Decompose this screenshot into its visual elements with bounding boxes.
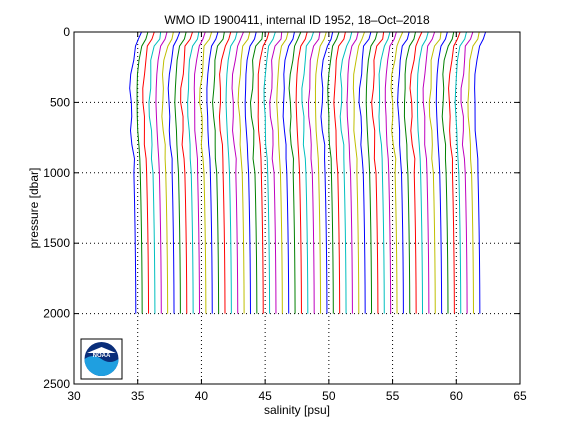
- salinity-profile-line: [474, 31, 487, 314]
- salinity-profile-line: [231, 31, 244, 314]
- salinity-profile-line: [269, 31, 283, 314]
- salinity-profile-line: [397, 31, 410, 314]
- y-tick-label: 1000: [43, 166, 70, 180]
- y-tick-label: 0: [63, 25, 70, 39]
- salinity-profile-line: [460, 31, 474, 314]
- salinity-profile-line: [339, 31, 353, 314]
- salinity-profile-line: [352, 31, 366, 314]
- y-tick-label: 2000: [43, 307, 70, 321]
- salinity-profile-line: [428, 31, 442, 314]
- salinity-profile-line: [416, 31, 429, 314]
- chart-title: WMO ID 1900411, internal ID 1952, 18–Oct…: [164, 13, 430, 27]
- salinity-profile-line: [129, 31, 142, 314]
- salinity-profile-line: [155, 31, 168, 314]
- y-tick-label: 500: [50, 95, 70, 109]
- salinity-profile-line: [142, 31, 155, 314]
- x-axis-label: salinity [psu]: [264, 403, 330, 417]
- salinity-profile-line: [276, 31, 289, 314]
- salinity-profile-line: [327, 31, 340, 314]
- salinity-profile-line: [358, 31, 372, 314]
- salinity-profile-line: [441, 31, 455, 314]
- y-tick-label: 2500: [43, 377, 70, 391]
- salinity-profile-line: [295, 31, 308, 314]
- salinity-profile-line: [371, 31, 385, 314]
- salinity-profile-line: [390, 31, 404, 314]
- salinity-profile-line: [174, 31, 187, 314]
- salinity-profile-line: [218, 31, 232, 314]
- salinity-profile-line: [454, 31, 467, 314]
- salinity-profile-line: [199, 31, 213, 314]
- salinity-profile-line: [187, 31, 200, 314]
- salinity-profile-line: [365, 31, 378, 314]
- salinity-profile-line: [244, 31, 257, 314]
- grid-lines: [74, 32, 520, 384]
- salinity-profile-line: [206, 31, 219, 314]
- salinity-profile-line: [167, 31, 181, 314]
- y-axis-label: pressure [dbar]: [27, 168, 41, 249]
- salinity-profile-line: [257, 31, 270, 314]
- salinity-profile-line: [384, 31, 397, 314]
- salinity-profile-line: [320, 31, 334, 314]
- noaa-logo: NOAA: [80, 338, 123, 380]
- salinity-profile-line: [148, 31, 162, 314]
- salinity-profile-line: [225, 31, 238, 314]
- salinity-profile-line: [346, 31, 359, 314]
- salinity-profile-line: [448, 31, 461, 314]
- salinity-profile-line: [193, 31, 206, 314]
- salinity-profile-line: [422, 31, 436, 314]
- axis-ticks: 30 35 40 45 50 55 60 65 0 500 1000 1500 2000 2500: [43, 25, 527, 403]
- salinity-profile-line: [403, 31, 416, 314]
- salinity-profile-line: [136, 31, 149, 314]
- salinity-profile-line: [180, 31, 193, 314]
- x-tick-label: 30: [67, 389, 81, 403]
- plot-frame: [73, 31, 521, 385]
- x-tick-label: 35: [131, 389, 145, 403]
- x-tick-label: 65: [513, 389, 527, 403]
- salinity-profile-line: [435, 31, 448, 314]
- salinity-profile-line: [212, 31, 225, 314]
- x-tick-label: 40: [195, 389, 209, 403]
- salinity-profile-line: [263, 31, 276, 314]
- salinity-profile-line: [301, 31, 315, 314]
- salinity-profile-line: [161, 31, 174, 314]
- y-tick-label: 1500: [43, 236, 70, 250]
- salinity-profile-line: [467, 31, 480, 314]
- salinity-profile-line: [409, 31, 423, 314]
- x-tick-label: 45: [258, 389, 272, 403]
- profiles: [129, 31, 487, 314]
- salinity-profile-line: [288, 31, 302, 314]
- salinity-profile-line: [249, 31, 264, 314]
- x-tick-label: 50: [322, 389, 336, 403]
- salinity-profile-line: [307, 31, 321, 314]
- x-tick-label: 55: [386, 389, 400, 403]
- salinity-profile-line: [333, 31, 346, 314]
- x-tick-label: 60: [450, 389, 464, 403]
- salinity-profile-line: [237, 31, 251, 314]
- salinity-profile-line: [314, 31, 327, 314]
- salinity-profile-line: [282, 31, 295, 314]
- noaa-logo-text: NOAA: [93, 353, 111, 359]
- salinity-profile-line: [378, 31, 391, 314]
